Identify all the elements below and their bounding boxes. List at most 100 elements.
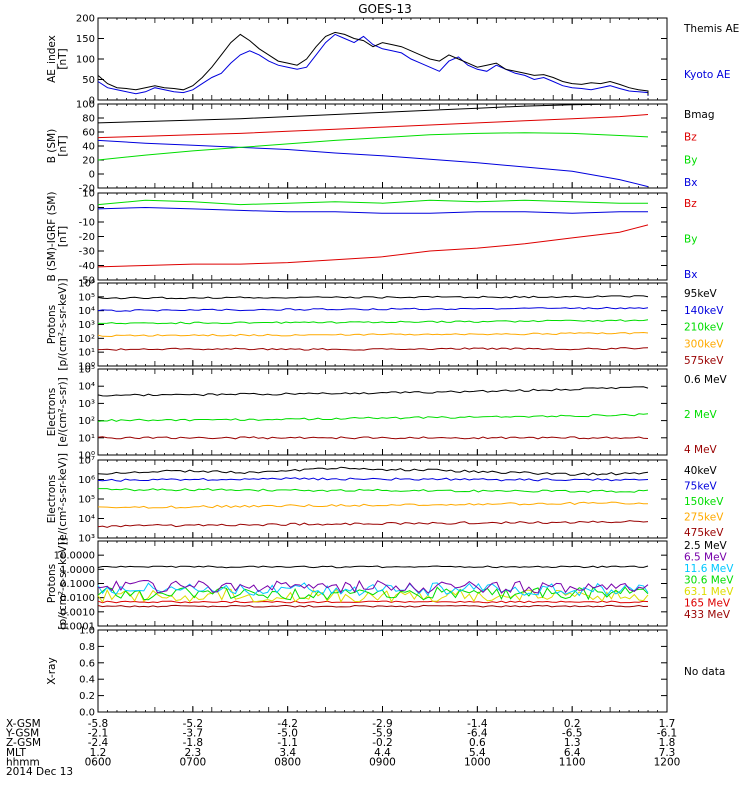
y-tick-label: 10⁴ bbox=[78, 306, 95, 317]
y-tick-label: -30 bbox=[79, 247, 95, 258]
legend-entry: By bbox=[684, 234, 697, 246]
y-tick-label: 0.0001 bbox=[60, 622, 95, 633]
y-tick-label: 40 bbox=[82, 142, 95, 153]
y-tick-label: 0.0100 bbox=[60, 593, 95, 604]
y-tick-label: 20 bbox=[82, 156, 95, 167]
y-axis-label: X-ray bbox=[46, 657, 58, 684]
ephemeris-value: -6.5 bbox=[562, 728, 583, 740]
ephemeris-value: 3.4 bbox=[279, 747, 296, 759]
y-tick-label: 10² bbox=[78, 416, 95, 427]
y-tick-label: 10 bbox=[82, 189, 95, 200]
y-axis-label: AE_index bbox=[46, 35, 58, 83]
ephemeris-row-label: X-GSM bbox=[6, 718, 41, 730]
ephemeris-value: 0900 bbox=[369, 756, 396, 768]
panel-protons_mev: 0.0001 0.0010 0.0100 0.1000 1.0000 10.0000 Pro… bbox=[46, 537, 734, 632]
date-label: 2014 Dec 13 bbox=[6, 766, 73, 778]
legend-entry: Bx bbox=[684, 269, 697, 281]
panel-electrons_kev: 10³ 10⁴ 10⁵ 10⁶ 10⁷ Electrons [e/(cm²-s-sr-keV… bbox=[46, 453, 724, 545]
ephemeris-value: 0600 bbox=[85, 756, 112, 768]
series-line-6-5-mev bbox=[97, 579, 649, 594]
legend-entry: 275keV bbox=[684, 512, 724, 524]
ephemeris-row-label: hhmm bbox=[6, 756, 40, 768]
y-tick-label: 10¹ bbox=[78, 348, 95, 359]
legend-entry: 30.6 MeV bbox=[684, 575, 734, 587]
y-tick-label: 50 bbox=[82, 75, 95, 86]
series-line-by bbox=[97, 132, 649, 161]
series-line-140kev bbox=[97, 306, 649, 312]
ephemeris-value: -5.8 bbox=[88, 718, 109, 730]
legend-entry: 575keV bbox=[684, 355, 724, 367]
legend-entry: 300keV bbox=[684, 338, 724, 350]
y-axis-label: B (SM)-IGRF (SM) bbox=[46, 191, 58, 281]
legend-entry: 140keV bbox=[684, 305, 724, 317]
ephemeris-value: -5.0 bbox=[277, 728, 298, 740]
y-axis-label: [nT] bbox=[57, 48, 69, 69]
ephemeris-value: -5.9 bbox=[372, 728, 393, 740]
y-tick-label: 0.6 bbox=[79, 658, 95, 669]
y-tick-label: 10⁶ bbox=[78, 475, 95, 486]
y-tick-label: -50 bbox=[79, 276, 95, 287]
series-line-165-mev bbox=[97, 600, 649, 604]
series-line-themis-ae bbox=[97, 31, 649, 96]
series-line-2-5-mev bbox=[97, 565, 649, 569]
y-axis-label: [e/(cm²-s-sr)] bbox=[57, 377, 69, 446]
panel-xray: 0.0 0.2 0.4 0.6 0.8 1.0 X-ray No data bbox=[46, 626, 725, 719]
ephemeris-value: -2.1 bbox=[88, 728, 109, 740]
legend-entry: 2 MeV bbox=[684, 409, 718, 421]
y-tick-label: 1.0000 bbox=[60, 565, 95, 576]
y-tick-label: 0.0010 bbox=[60, 607, 95, 618]
panel-frame bbox=[97, 368, 668, 456]
ephemeris-value: -3.7 bbox=[183, 728, 204, 740]
y-tick-label: 10³ bbox=[78, 534, 95, 545]
panel-frame bbox=[97, 17, 668, 101]
series-line-75kev bbox=[97, 477, 649, 482]
series-line-2-mev bbox=[97, 413, 649, 422]
ephemeris-table: X-GSM -5.8 -5.2 -4.2 -2.9 -1.4 0.2 1.7 Y-GSM -2.1… bbox=[5, 718, 680, 778]
legend-entry: 63.1 MeV bbox=[684, 586, 734, 598]
ephemeris-value: -2.9 bbox=[372, 718, 393, 730]
y-axis-label: Protons bbox=[46, 564, 58, 603]
y-axis-label: Electrons bbox=[46, 388, 58, 437]
y-axis-label: [nT] bbox=[57, 135, 69, 156]
series-line-11-6-mev bbox=[97, 582, 649, 597]
ephemeris-value: -5.2 bbox=[183, 718, 204, 730]
y-tick-label: 10⁰ bbox=[78, 451, 95, 462]
ephemeris-value: -6.1 bbox=[657, 728, 678, 740]
y-tick-label: 10² bbox=[78, 334, 95, 345]
y-tick-label: 60 bbox=[82, 128, 95, 139]
ephemeris-row-label: Y-GSM bbox=[5, 728, 39, 740]
ephemeris-value: -1.8 bbox=[183, 737, 204, 749]
y-tick-label: 100 bbox=[76, 100, 95, 111]
legend-entry: 95keV bbox=[684, 288, 718, 300]
series-line-bz bbox=[97, 114, 649, 139]
legend-entry: Bz bbox=[684, 198, 697, 210]
ephemeris-value: 5.4 bbox=[469, 747, 486, 759]
legend-entry: 40keV bbox=[684, 465, 718, 477]
y-tick-label: 0 bbox=[89, 170, 95, 181]
ephemeris-value: -4.2 bbox=[277, 718, 298, 730]
y-tick-label: 150 bbox=[76, 34, 95, 45]
series-line-210kev bbox=[98, 319, 649, 325]
y-axis-label: B (SM) bbox=[46, 129, 58, 163]
series-line-4-mev bbox=[97, 436, 649, 440]
y-tick-label: 100 bbox=[76, 55, 95, 66]
panel-ae: 0 50 100 150 200 AE_index [nT] Themis AE Kyoto A… bbox=[46, 14, 739, 107]
y-tick-label: 10⁵ bbox=[78, 292, 95, 303]
ephemeris-value: 7.3 bbox=[659, 747, 676, 759]
y-tick-label: 0 bbox=[89, 96, 95, 107]
y-tick-label: 0 bbox=[89, 203, 95, 214]
y-tick-label: 10³ bbox=[78, 320, 95, 331]
series-line-0-6-mev bbox=[97, 386, 649, 397]
ephemeris-value: 0.2 bbox=[564, 718, 581, 730]
ephemeris-value: -1.1 bbox=[277, 737, 298, 749]
series-line-433-mev bbox=[97, 604, 649, 608]
y-tick-label: -10 bbox=[79, 218, 95, 229]
ephemeris-value: -1.4 bbox=[467, 718, 488, 730]
ephemeris-value: 1.8 bbox=[659, 737, 676, 749]
y-tick-label: 10⁵ bbox=[78, 365, 95, 376]
legend-entry: 2.5 MeV bbox=[684, 540, 728, 552]
y-axis-label: Electrons bbox=[46, 475, 58, 524]
ephemeris-value: 1000 bbox=[464, 756, 491, 768]
ephemeris-value: -6.4 bbox=[467, 728, 488, 740]
y-tick-label: 80 bbox=[82, 114, 95, 125]
